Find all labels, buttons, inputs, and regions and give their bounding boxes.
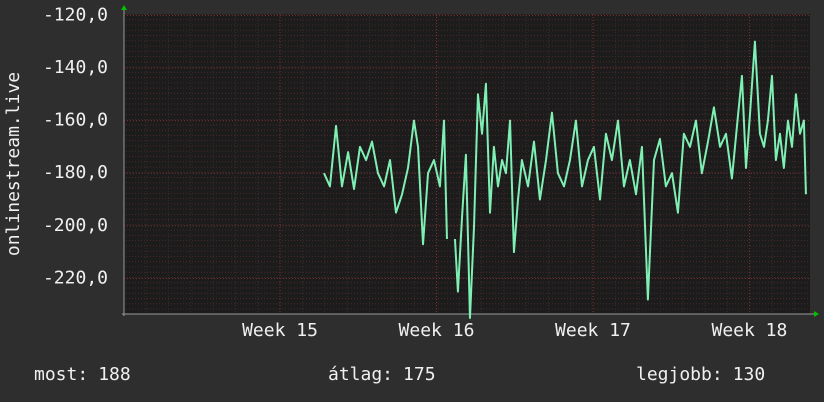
footer-stat: legjobb: 130 [636,364,765,385]
y-axis-label: onlinestream.live [3,72,24,256]
y-tick-label: -140,0 [43,57,108,78]
stat-value: 188 [98,364,131,385]
x-tick-label: Week 18 [712,320,788,341]
x-tick-label: Week 17 [555,320,631,341]
y-tick-label: -220,0 [43,267,108,288]
stat-label: átlag: [328,364,393,385]
footer-stat: átlag: 175 [328,364,436,385]
y-tick-label: -200,0 [43,215,108,236]
axis-arrow [814,311,819,317]
y-tick-label: -180,0 [43,162,108,183]
axis-arrow [121,5,127,10]
stat-label: most: [34,364,88,385]
footer-stat: most: 188 [34,364,131,385]
y-tick-label: -120,0 [43,4,108,25]
stat-label: legjobb: [636,364,723,385]
data-line [323,40,807,319]
stat-value: 175 [403,364,436,385]
y-tick-label: -160,0 [43,110,108,131]
x-tick-label: Week 15 [242,320,318,341]
x-tick-label: Week 16 [399,320,475,341]
stat-value: 130 [733,364,766,385]
